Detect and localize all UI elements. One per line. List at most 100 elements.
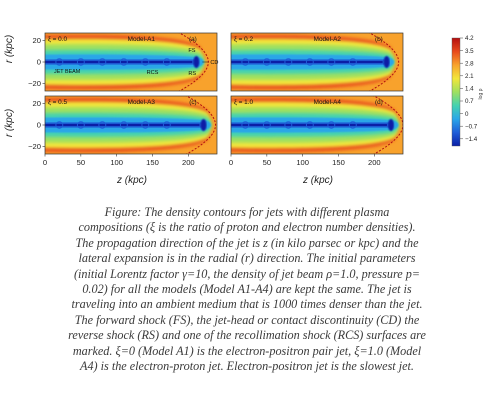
annotation-recollimation-shock: RCS: [147, 70, 159, 76]
y-tick-label: 0: [37, 121, 41, 130]
recollimation-knot: [141, 58, 150, 66]
panel-model-label: Model-A1: [128, 36, 156, 43]
x-tick-label: 150: [332, 158, 345, 167]
caption-line: The forward shock (FS), the jet-head or …: [74, 312, 420, 327]
y-axis-label-bottom: r (kpc): [4, 109, 15, 137]
jet-spine: [231, 123, 387, 127]
recollimation-knot: [162, 121, 171, 129]
panel-tag: (a): [189, 36, 197, 43]
x-tick-label: 200: [368, 158, 381, 167]
caption-line: Figure: The density contours for jets wi…: [104, 205, 390, 219]
forward-shock-line: [178, 33, 209, 91]
colorbar-tick-label: 2.8: [465, 60, 474, 67]
recollimation-knot: [305, 121, 314, 129]
recollimation-knot: [284, 121, 293, 129]
y-tick-label: 0: [37, 58, 41, 67]
recollimation-knot: [262, 121, 271, 129]
panel-model-label: Model-A4: [314, 99, 342, 106]
recollimation-knot: [348, 121, 357, 129]
x-axis-label-left: z (kpc): [116, 175, 147, 186]
panel-tag: (b): [375, 36, 383, 43]
x-tick-label: 100: [296, 158, 309, 167]
jet-head: [387, 119, 394, 131]
annotation-forward-shock: FS: [188, 48, 195, 54]
recollimation-knot: [141, 121, 150, 129]
caption-line: traveling into an ambient medium that is…: [71, 297, 423, 312]
caption-line: marked. ξ=0 (Model A1) is the electron-p…: [72, 343, 422, 358]
caption-line: The propagation direction of the jet is …: [75, 235, 419, 250]
forward-shock-line: [368, 33, 400, 91]
panel-tag: (d): [375, 99, 383, 106]
x-tick-label: 50: [263, 158, 271, 167]
recollimation-knot: [284, 58, 293, 66]
panel-frame: [230, 95, 404, 155]
recollimation-knot: [119, 58, 128, 66]
recollimation-knot: [55, 121, 64, 129]
colorbar-tick-label: 1.4: [465, 86, 474, 93]
recollimation-knot: [262, 58, 271, 66]
recollimation-knot: [119, 121, 128, 129]
x-tick-label: 150: [146, 158, 159, 167]
jet-head: [193, 56, 200, 68]
y-tick-label: −20: [28, 142, 41, 151]
caption-line: (initial Lorentz factor γ=10, the densit…: [73, 266, 421, 281]
caption-line: compositions (ξ is the ratio of proton a…: [78, 220, 416, 235]
caption-line: A4) is the electron-proton jet. Electron…: [80, 359, 414, 374]
recollimation-knot: [241, 58, 250, 66]
x-tick-label: 200: [182, 158, 195, 167]
x-tick-label: 50: [77, 158, 85, 167]
y-tick-label: −20: [28, 79, 41, 88]
panel-xi-label: ξ = 0.5: [48, 99, 67, 106]
panel-tag: (c): [189, 99, 196, 106]
recollimation-knot: [327, 58, 336, 66]
recollimation-knot: [348, 58, 357, 66]
colorbar-label: log ρ: [478, 88, 484, 99]
panel-xi-label: ξ = 0.2: [234, 36, 253, 43]
caption-line: reverse shock (RS) and one of the recoll…: [68, 328, 426, 343]
panel-3: ξ = 0.5 Model-A3 (c): [44, 95, 218, 155]
annotation-reverse-shock: RS: [188, 71, 196, 77]
colorbar-tick-label: −1.4: [465, 136, 478, 143]
y-tick-label: 20: [33, 99, 41, 108]
panel-1: ξ = 0.0 Model-A1 (a) FS CD RS JET BEAM RCS: [44, 32, 218, 92]
panel-model-label: Model-A2: [314, 36, 342, 43]
jet-head: [383, 56, 390, 68]
panel-frame: [230, 32, 404, 92]
panel-2: ξ = 0.2 Model-A2 (b): [230, 32, 404, 92]
colorbar-tick-label: 4.2: [465, 35, 474, 42]
colorbar-bar: [451, 37, 461, 147]
recollimation-knot: [327, 121, 336, 129]
jet-spine: [45, 123, 200, 127]
panel-model-label: Model-A3: [128, 99, 156, 106]
x-tick-label: 100: [110, 158, 123, 167]
colorbar-tick-label: −0.7: [465, 123, 478, 130]
annotation-contact-discontinuity: CD: [210, 60, 218, 66]
annotation-jet-beam: JET BEAM: [54, 69, 81, 75]
recollimation-knot: [98, 121, 107, 129]
recollimation-knot: [162, 58, 171, 66]
figure-caption: Figure: The density contours for jets wi…: [24, 205, 470, 374]
caption-line: 0.02) for all the models (Model A1-A4) a…: [82, 282, 412, 297]
recollimation-knot: [305, 58, 314, 66]
panel-xi-label: ξ = 0.0: [48, 36, 67, 43]
jet-spine: [45, 60, 193, 64]
x-tick-label: 0: [229, 158, 233, 167]
jet-head: [200, 119, 207, 131]
caption-line: lateral expansion is in the radial (r) d…: [78, 251, 416, 266]
colorbar-tick-label: 2.1: [465, 73, 474, 80]
colorbar-tick-label: 0.7: [465, 98, 474, 105]
panel-xi-label: ξ = 1.0: [234, 99, 253, 106]
panel-4: ξ = 1.0 Model-A4 (d): [230, 95, 404, 155]
y-axis-label-top: r (kpc): [4, 35, 15, 63]
x-tick-label: 0: [43, 158, 47, 167]
recollimation-knot: [55, 58, 64, 66]
y-tick-label: 20: [33, 36, 41, 45]
forward-shock-line: [185, 96, 217, 154]
recollimation-knot: [241, 121, 250, 129]
colorbar-tick-label: 0: [465, 111, 469, 118]
x-axis-label-right: z (kpc): [302, 175, 333, 186]
axes-layer: r (kpc) r (kpc) z (kpc) z (kpc) 200−2020…: [4, 35, 381, 186]
recollimation-knot: [98, 58, 107, 66]
